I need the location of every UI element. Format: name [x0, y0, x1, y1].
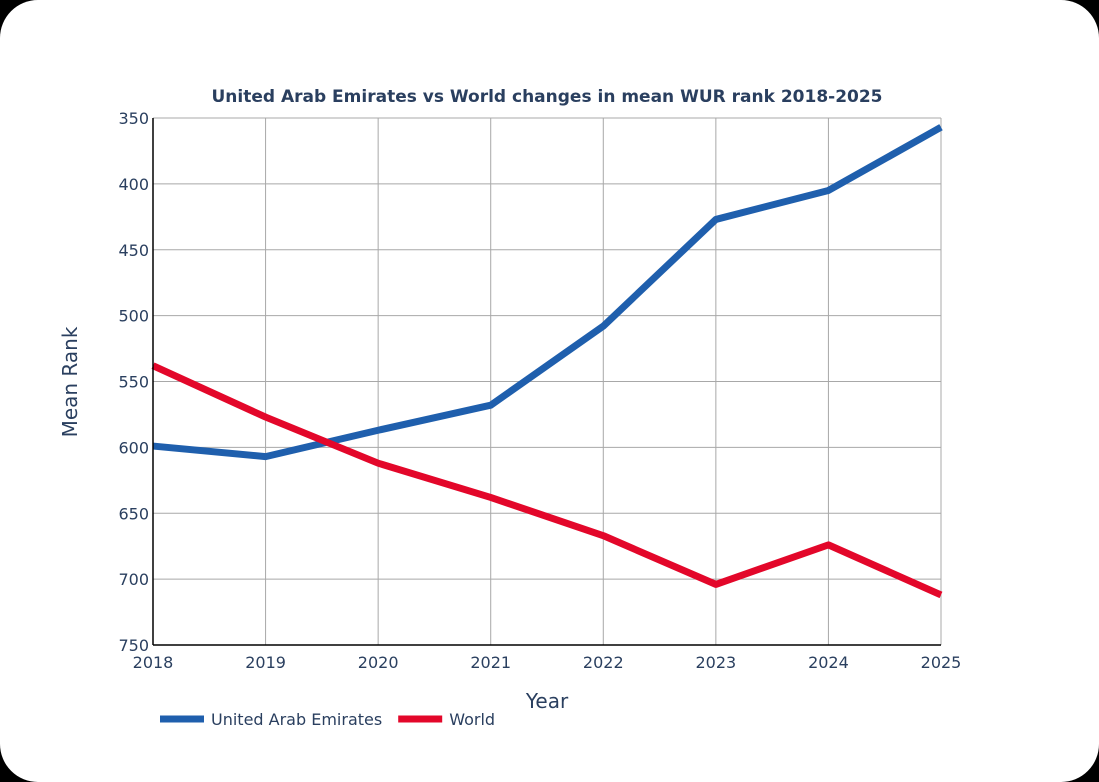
y-tick-label: 500: [118, 307, 149, 326]
y-tick-label: 550: [118, 373, 149, 392]
x-tick-label: 2023: [695, 653, 736, 672]
y-tick-label: 450: [118, 241, 149, 260]
grid: [153, 117, 942, 645]
x-tick-label: 2022: [583, 653, 624, 672]
y-tick-label: 600: [118, 438, 149, 457]
series-line: [151, 362, 943, 599]
x-tick-label: 2019: [245, 653, 286, 672]
x-tick-label: 2018: [133, 653, 174, 672]
legend[interactable]: United Arab Emirates World: [160, 710, 495, 729]
legend-label: United Arab Emirates: [211, 710, 382, 729]
y-tick-label: 650: [118, 504, 149, 523]
x-tick-label: 2024: [808, 653, 849, 672]
x-tick-label: 2020: [358, 653, 399, 672]
x-tick-label: 2025: [921, 653, 962, 672]
series-line: [152, 124, 943, 461]
y-tick-label: 750: [118, 636, 149, 655]
y-tick-label: 700: [118, 570, 149, 589]
x-axis-title: Year: [525, 689, 569, 713]
y-tick-label: 400: [118, 175, 149, 194]
y-tick-label: 350: [118, 109, 149, 128]
y-axis-title: Mean Rank: [58, 326, 82, 437]
x-tick-label: 2021: [470, 653, 511, 672]
legend-label: World: [449, 710, 495, 729]
chart-title: United Arab Emirates vs World changes in…: [211, 87, 882, 107]
series-layer: [151, 124, 943, 599]
